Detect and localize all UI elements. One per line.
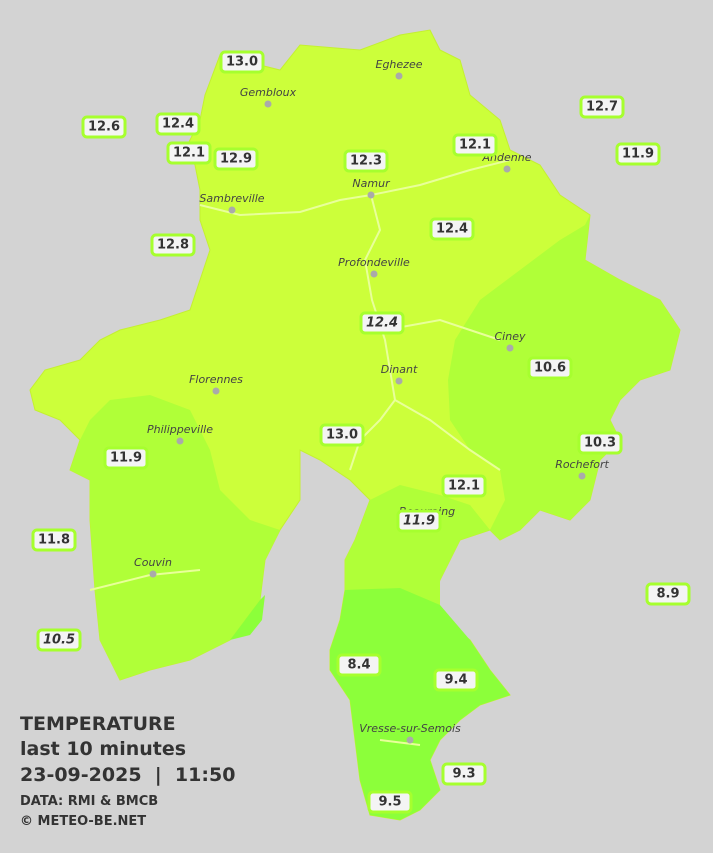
town-label: Profondeville — [338, 256, 410, 269]
reading-box — [155, 112, 201, 136]
town-dot — [395, 72, 403, 80]
town-label: Gembloux — [240, 86, 297, 99]
town-label: Ciney — [495, 330, 526, 343]
zone-south — [345, 485, 490, 610]
reading-box — [441, 762, 487, 786]
reading-box — [645, 582, 691, 606]
reading-value: 9.4 — [444, 673, 467, 688]
river — [89, 159, 511, 746]
legend-subtitle: last 10 minutes — [20, 738, 186, 760]
town-label: Namur — [352, 177, 391, 190]
town-label: Dinant — [381, 363, 418, 376]
reading-box — [527, 356, 573, 380]
reading-value: 12.4 — [436, 222, 468, 237]
reading-box — [103, 446, 149, 470]
reading-box — [577, 431, 623, 455]
reading-box — [219, 50, 265, 74]
town-dot — [578, 472, 586, 480]
reading-value: 12.9 — [220, 152, 252, 167]
reading-value: 12.1 — [459, 138, 491, 153]
legend-copyright: © METEO-BE.NET — [20, 814, 146, 829]
town-label: Philippeville — [147, 423, 213, 436]
town-dot — [406, 736, 414, 744]
town-label: Sambreville — [199, 192, 264, 205]
town-label: Couvin — [134, 556, 172, 569]
reading-value: 12.4 — [366, 316, 398, 331]
reading-box — [166, 141, 212, 165]
zone-cold-west — [230, 595, 265, 640]
reading-value: 12.4 — [162, 117, 194, 132]
reading-value: 9.5 — [378, 795, 401, 810]
legend-timestamp: 23-09-2025 | 11:50 — [20, 764, 235, 786]
reading-value: 10.6 — [534, 361, 566, 376]
reading-box — [213, 147, 259, 171]
reading-box — [433, 668, 479, 692]
reading-value: 10.3 — [584, 436, 616, 451]
town-dot — [176, 437, 184, 445]
reading-value: 12.1 — [173, 146, 205, 161]
town-dot — [228, 206, 236, 214]
town-label: Florennes — [189, 373, 243, 386]
town-dot — [503, 165, 511, 173]
reading-box — [615, 142, 661, 166]
reading-box — [81, 115, 127, 139]
reading-value: 12.3 — [350, 154, 382, 169]
town-label: Eghezee — [376, 58, 423, 71]
town-label: Vresse-sur-Semois — [359, 722, 461, 735]
reading-value: 12.7 — [586, 100, 618, 115]
town-dot — [264, 100, 272, 108]
reading-box — [36, 628, 82, 652]
town-dot — [149, 570, 157, 578]
town-dot — [506, 344, 514, 352]
reading-value: 10.5 — [43, 633, 75, 648]
reading-box — [367, 790, 413, 814]
reading-box — [336, 653, 382, 677]
reading-box — [452, 133, 498, 157]
town-dot — [395, 377, 403, 385]
reading-value: 8.4 — [347, 658, 370, 673]
town-dot — [370, 270, 378, 278]
reading-value: 12.8 — [157, 238, 189, 253]
reading-value: 12.1 — [448, 479, 480, 494]
reading-box — [396, 509, 442, 533]
reading-value: 13.0 — [326, 428, 358, 443]
reading-value: 8.9 — [656, 587, 679, 602]
reading-box — [441, 474, 487, 498]
town-label: Rochefort — [555, 458, 609, 471]
town-dot — [212, 387, 220, 395]
zone-cold — [330, 588, 510, 820]
town-dot — [367, 191, 375, 199]
reading-value: 11.8 — [38, 533, 70, 548]
reading-value: 13.0 — [226, 55, 258, 70]
reading-box — [429, 217, 475, 241]
reading-box — [343, 149, 389, 173]
reading-value: 12.6 — [88, 120, 120, 135]
reading-value: 11.9 — [622, 147, 654, 162]
reading-value: 11.9 — [110, 451, 142, 466]
legend-source: DATA: RMI & BMCB — [20, 794, 158, 809]
reading-box — [319, 423, 365, 447]
reading-value: 11.9 — [403, 514, 435, 529]
reading-box — [150, 233, 196, 257]
reading-box — [359, 311, 405, 335]
reading-value: 9.3 — [452, 767, 475, 782]
legend-title: TEMPERATURE — [20, 713, 176, 735]
reading-box — [579, 95, 625, 119]
reading-box — [31, 528, 77, 552]
